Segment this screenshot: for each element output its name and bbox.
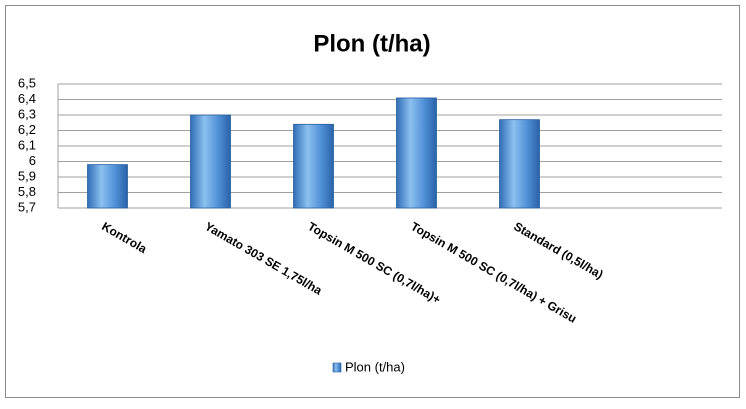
y-tick-label: 6,3 (18, 106, 36, 121)
bar (499, 119, 540, 209)
y-tick-label: 6,1 (18, 137, 36, 152)
bar (396, 97, 437, 209)
y-tick-label: 6,2 (18, 122, 36, 137)
y-tick-label: 6 (29, 153, 36, 168)
bar (293, 123, 334, 209)
y-tick-label: 5,8 (18, 184, 36, 199)
y-tick-label: 5,9 (18, 168, 36, 183)
bar (190, 114, 231, 209)
legend-swatch (332, 362, 342, 373)
y-tick-label: 6,5 (18, 75, 36, 90)
chart-title: Plon (t/ha) (313, 30, 430, 57)
bar (87, 164, 128, 209)
legend-label: Plon (t/ha) (345, 359, 405, 374)
y-tick-label: 6,4 (18, 91, 36, 106)
y-tick-label: 5,7 (18, 199, 36, 214)
